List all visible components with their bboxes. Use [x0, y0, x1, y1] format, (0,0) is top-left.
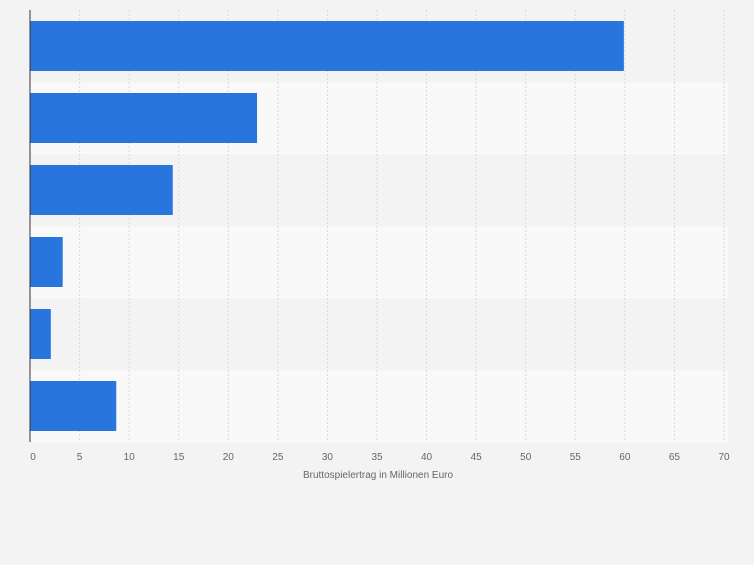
bar[interactable] — [30, 381, 117, 431]
x-tick-label: 45 — [471, 452, 483, 463]
x-tick-label: 65 — [669, 452, 681, 463]
x-tick-label: 40 — [421, 452, 433, 463]
x-tick-label: 20 — [223, 452, 235, 463]
x-tick-label: 30 — [322, 452, 334, 463]
x-tick-label: 70 — [718, 452, 730, 463]
bar[interactable] — [30, 21, 624, 71]
row-band — [30, 226, 728, 298]
x-tick-labels: 0 5 10 15 20 25 30 35 40 45 50 55 60 65 70 — [30, 452, 730, 463]
x-tick-label: 15 — [173, 452, 185, 463]
bar[interactable] — [30, 237, 63, 287]
x-tick-label: 0 — [30, 452, 36, 463]
row-bands — [30, 10, 728, 442]
x-tick-label: 50 — [520, 452, 532, 463]
x-tick-label: 55 — [570, 452, 582, 463]
bar[interactable] — [30, 165, 173, 215]
bar[interactable] — [30, 309, 51, 359]
x-axis-label: Bruttospielertrag in Millionen Euro — [303, 470, 454, 481]
row-band — [30, 298, 728, 370]
x-tick-label: 5 — [77, 452, 83, 463]
gridlines — [79, 10, 725, 442]
x-tick-label: 60 — [619, 452, 631, 463]
bars — [30, 21, 624, 431]
x-tick-label: 25 — [272, 452, 284, 463]
row-band — [30, 370, 728, 442]
x-tick-label: 10 — [124, 452, 136, 463]
x-tick-label: 35 — [371, 452, 383, 463]
bar[interactable] — [30, 93, 258, 143]
